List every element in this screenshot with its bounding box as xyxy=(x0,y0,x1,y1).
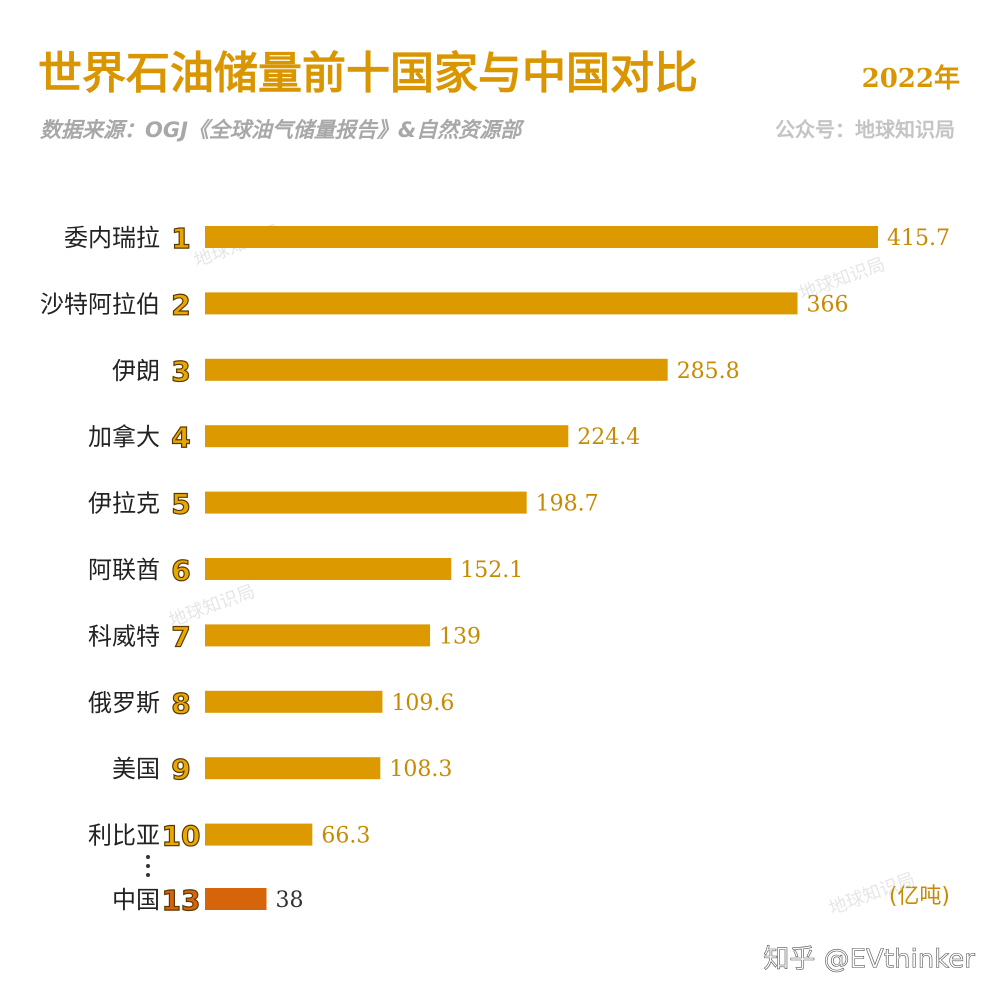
rank-label: 9 xyxy=(171,753,190,786)
bar xyxy=(205,690,383,713)
value-label: 139 xyxy=(439,624,481,649)
rank-label: 8 xyxy=(171,687,190,720)
value-label: 152.1 xyxy=(460,558,523,583)
category-label: 科威特 xyxy=(88,622,160,650)
source: 数据来源：OGJ《全球油气储量报告》&自然资源部 xyxy=(40,118,525,142)
category-label: 利比亚 xyxy=(88,822,160,850)
bar xyxy=(205,558,452,580)
account: 公众号：地球知识局 xyxy=(775,118,955,142)
unit-label: (亿吨) xyxy=(889,884,950,909)
rank-label: 3 xyxy=(171,355,190,388)
rank-label: 4 xyxy=(171,421,190,454)
dot xyxy=(146,855,150,859)
value-label: 108.3 xyxy=(389,757,452,782)
value-label: 415.7 xyxy=(887,226,950,251)
category-label: 伊朗 xyxy=(112,357,160,385)
category-label: 俄罗斯 xyxy=(88,689,160,717)
rank-label: 10 xyxy=(162,820,201,853)
category-label: 沙特阿拉伯 xyxy=(40,290,160,318)
rank-label: 13 xyxy=(162,884,201,917)
category-label: 加拿大 xyxy=(88,423,160,451)
bar xyxy=(205,358,668,381)
value-label: 366 xyxy=(807,292,849,317)
chart-title: 世界石油储量前十国家与中国对比 xyxy=(38,48,698,99)
bar xyxy=(205,888,267,910)
rank-label: 1 xyxy=(171,222,190,255)
value-label: 66.3 xyxy=(321,824,370,849)
bar xyxy=(205,425,569,448)
category-label: 伊拉克 xyxy=(88,490,160,518)
rank-label: 2 xyxy=(171,288,190,321)
bar xyxy=(205,292,798,315)
value-label: 109.6 xyxy=(391,691,454,716)
category-label: 中国 xyxy=(112,886,160,914)
dot xyxy=(146,873,150,877)
ellipsis xyxy=(146,855,150,877)
category-label: 委内瑞拉 xyxy=(64,224,160,252)
chart-subtitle: 2022年 xyxy=(862,63,960,94)
bar xyxy=(205,624,431,647)
value-label: 198.7 xyxy=(536,492,599,517)
credit: 知乎 @EVthinker xyxy=(763,945,975,975)
rank-label: 7 xyxy=(171,620,190,653)
rank-label: 5 xyxy=(171,488,190,521)
bar xyxy=(205,491,527,514)
category-label: 阿联酋 xyxy=(88,556,160,584)
value-label: 224.4 xyxy=(577,425,640,450)
dot xyxy=(146,864,150,868)
category-label: 美国 xyxy=(112,755,160,783)
bar xyxy=(205,226,878,248)
value-label: 285.8 xyxy=(677,359,740,384)
rank-label: 6 xyxy=(171,554,190,587)
bar xyxy=(205,823,313,846)
bar xyxy=(205,757,381,780)
value-label: 38 xyxy=(276,888,304,913)
